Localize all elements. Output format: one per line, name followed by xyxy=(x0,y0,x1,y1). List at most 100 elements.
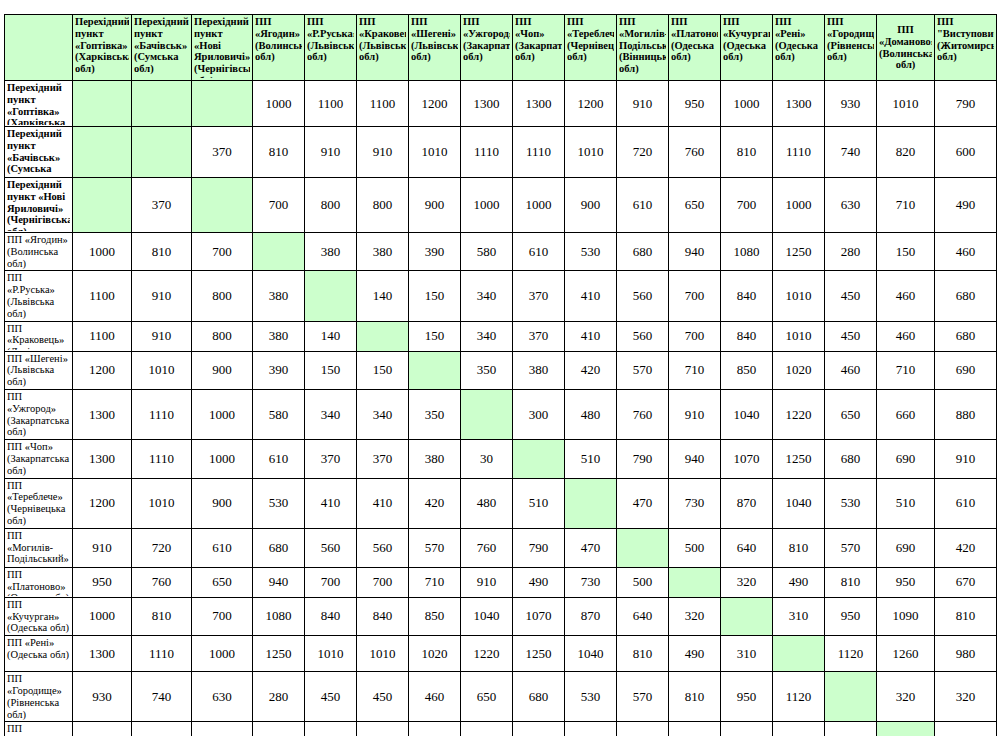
distance-cell: 700 xyxy=(669,271,721,321)
distance-cell: 680 xyxy=(253,528,305,567)
distance-cell: 1200 xyxy=(73,478,132,528)
distance-cell: 690 xyxy=(935,351,997,389)
distance-cell: 460 xyxy=(877,271,935,321)
row-header: ПП «Платоново» (Одеська обл) xyxy=(5,567,73,597)
distance-cell: 910 xyxy=(669,389,721,439)
distance-cell: 880 xyxy=(935,389,997,439)
blank-cell xyxy=(132,127,192,178)
distance-cell: 470 xyxy=(935,722,997,736)
table-row: ПП «Ягодин» (Волинська обл)1000810700380… xyxy=(5,233,997,271)
distance-cell: 810 xyxy=(721,127,773,178)
row-header: ПП «Кучурган» (Одеська обл) xyxy=(5,597,73,635)
distance-cell: 1000 xyxy=(192,389,253,439)
distance-cell: 910 xyxy=(461,567,513,597)
distance-cell: 720 xyxy=(617,127,669,178)
distance-cell: 850 xyxy=(409,597,461,635)
distance-cell: 810 xyxy=(132,597,192,635)
distance-cell: 1010 xyxy=(565,127,617,178)
distance-cell: 810 xyxy=(253,127,305,178)
distance-cell: 1200 xyxy=(409,81,461,127)
distance-cell: 530 xyxy=(565,672,617,722)
column-header: ПП «Тереблече» (Чернівецька обл) xyxy=(565,15,617,81)
distance-cell: 680 xyxy=(935,321,997,351)
distance-cell: 710 xyxy=(877,178,935,233)
distance-cell: 910 xyxy=(935,440,997,478)
distance-cell: 150 xyxy=(409,321,461,351)
distance-cell: 1000 xyxy=(192,440,253,478)
distance-cell: 1110 xyxy=(513,127,565,178)
distance-cell: 410 xyxy=(305,478,357,528)
blank-cell xyxy=(721,597,773,635)
distance-cell: 320 xyxy=(935,672,997,722)
distance-cell: 510 xyxy=(565,440,617,478)
distance-cell: 460 xyxy=(877,321,935,351)
distance-cell: 700 xyxy=(721,178,773,233)
distance-cell: 500 xyxy=(617,567,669,597)
distance-cell: 530 xyxy=(253,478,305,528)
distance-cell: 320 xyxy=(721,567,773,597)
distance-cell: 1010 xyxy=(773,321,825,351)
distance-cell: 1000 xyxy=(721,81,773,127)
distance-cell: 1000 xyxy=(73,233,132,271)
distance-cell: 1040 xyxy=(773,478,825,528)
distance-cell: 410 xyxy=(565,321,617,351)
row-header: ПП «Могилів-Подільський» (Вінницька обл) xyxy=(5,528,73,567)
distance-cell: 1100 xyxy=(73,271,132,321)
distance-cell: 480 xyxy=(565,389,617,439)
distance-cell: 680 xyxy=(825,440,877,478)
column-header: ПП «Рені» (Одеська обл) xyxy=(773,15,825,81)
distance-cell: 560 xyxy=(305,528,357,567)
distance-cell: 370 xyxy=(192,127,253,178)
distance-cell: 910 xyxy=(132,321,192,351)
distance-cell: 670 xyxy=(935,567,997,597)
distance-cell: 490 xyxy=(513,567,565,597)
distance-cell: 900 xyxy=(192,351,253,389)
distance-cell: 610 xyxy=(513,233,565,271)
table-row: ПП «Доманово» (Волинська обл)10108207101… xyxy=(5,722,997,736)
distance-cell: 840 xyxy=(305,597,357,635)
distance-cell: 280 xyxy=(253,672,305,722)
distance-cell: 370 xyxy=(357,440,409,478)
blank-cell xyxy=(192,81,253,127)
distance-cell: 480 xyxy=(461,478,513,528)
distance-cell: 950 xyxy=(721,672,773,722)
distance-cell: 380 xyxy=(357,233,409,271)
distance-cell: 530 xyxy=(825,478,877,528)
distance-cell: 320 xyxy=(825,722,877,736)
distance-cell: 1000 xyxy=(773,178,825,233)
distance-cell: 790 xyxy=(617,440,669,478)
distance-cell: 760 xyxy=(669,127,721,178)
row-header: ПП «Шегені» (Львівська обл) xyxy=(5,351,73,389)
distance-cell: 420 xyxy=(409,478,461,528)
row-header: ПП «Ягодин» (Волинська обл) xyxy=(5,233,73,271)
distance-cell: 150 xyxy=(305,351,357,389)
table-row: ПП «Платоново» (Одеська обл)950760650940… xyxy=(5,567,997,597)
distance-cell: 680 xyxy=(935,271,997,321)
distance-cell: 710 xyxy=(669,351,721,389)
table-row: ПП «Городище» (Рівненська обл)9307406302… xyxy=(5,672,997,722)
distance-cell: 1040 xyxy=(565,636,617,672)
distance-cell: 1100 xyxy=(357,81,409,127)
distance-cell: 840 xyxy=(721,271,773,321)
distance-cell: 470 xyxy=(617,478,669,528)
distance-cell: 610 xyxy=(617,178,669,233)
blank-cell xyxy=(513,440,565,478)
distance-cell: 1260 xyxy=(877,636,935,672)
distance-cell: 900 xyxy=(565,178,617,233)
blank-cell xyxy=(73,81,132,127)
distance-cell: 800 xyxy=(357,178,409,233)
row-header: ПП «Тереблече» (Чернівецька обл) xyxy=(5,478,73,528)
row-header: Перехідний пункт «Бачівськ» (Сумська обл… xyxy=(5,127,73,178)
distance-cell: 1220 xyxy=(773,389,825,439)
distance-cell: 150 xyxy=(253,722,305,736)
column-header: ПП «Ягодин» (Волинська обл) xyxy=(253,15,305,81)
distance-cell: 910 xyxy=(132,271,192,321)
distance-cell: 740 xyxy=(825,127,877,178)
distance-cell: 940 xyxy=(669,233,721,271)
distance-cell: 370 xyxy=(132,178,192,233)
distance-cell: 720 xyxy=(132,528,192,567)
column-header: ПП «Платоново» (Одеська обл) xyxy=(669,15,721,81)
distance-cell: 950 xyxy=(877,567,935,597)
distance-cell: 950 xyxy=(73,567,132,597)
distance-cell: 310 xyxy=(773,597,825,635)
